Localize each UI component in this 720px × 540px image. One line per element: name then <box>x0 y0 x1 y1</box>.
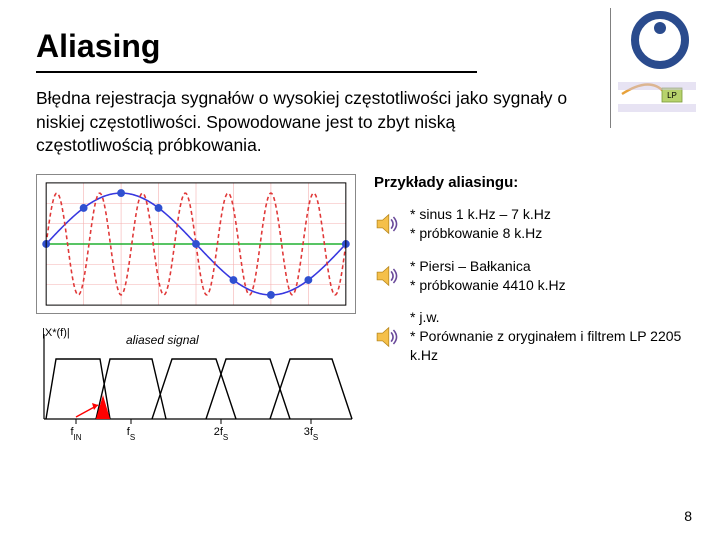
example-line: * próbkowanie 8 k.Hz <box>410 224 551 243</box>
example-item: * sinus 1 k.Hz – 7 k.Hz * próbkowanie 8 … <box>374 205 684 243</box>
svg-text:2fS: 2fS <box>214 426 229 442</box>
examples-heading: Przykłady aliasingu: <box>374 174 684 191</box>
example-item: * Piersi – Bałkanica * próbkowanie 4410 … <box>374 257 684 295</box>
example-line: * sinus 1 k.Hz – 7 k.Hz <box>410 205 551 224</box>
example-line: * Piersi – Bałkanica <box>410 257 566 276</box>
example-line: * próbkowanie 4410 k.Hz <box>410 276 566 295</box>
svg-text:fS: fS <box>127 426 135 442</box>
example-line: * Porównanie z oryginałem i filtrem LP 2… <box>410 327 684 365</box>
example-item: * j.w. * Porównanie z oryginałem i filtr… <box>374 308 684 365</box>
sine-aliasing-chart <box>36 174 356 314</box>
svg-text:aliased signal: aliased signal <box>126 333 199 347</box>
speaker-icon[interactable] <box>374 210 402 238</box>
example-line: * j.w. <box>410 308 684 327</box>
svg-text:LP: LP <box>667 91 677 100</box>
frequency-spectrum-chart: |X*(f)| aliased signal fIN fS 2fS 3fS <box>36 324 356 444</box>
page-number: 8 <box>684 508 692 524</box>
svg-text:|X*(f)|: |X*(f)| <box>42 327 70 339</box>
svg-text:fIN: fIN <box>70 426 81 442</box>
corner-logo: LP <box>610 8 700 128</box>
svg-text:3fS: 3fS <box>304 426 319 442</box>
speaker-icon[interactable] <box>374 323 402 351</box>
slide-body-text: Błędna rejestracja sygnałów o wysokiej c… <box>36 87 567 158</box>
slide-title: Aliasing <box>36 28 477 73</box>
speaker-icon[interactable] <box>374 262 402 290</box>
